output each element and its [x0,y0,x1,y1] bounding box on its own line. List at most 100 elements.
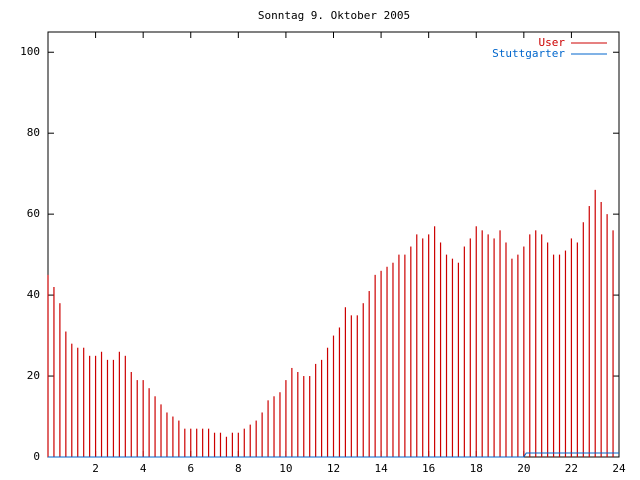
impulse-bar [249,424,251,457]
impulse-bar [570,238,573,457]
impulse-bar [94,355,97,457]
impulse-bar [326,347,329,457]
impulse-bar [207,428,210,457]
impulse-bar [439,242,442,457]
y-tick-label: 0 [33,450,40,463]
impulse-bar [535,230,537,457]
impulse-bar [106,359,109,457]
series-line [48,452,619,458]
x-tick-label: 4 [140,462,147,475]
impulse-bar [374,274,376,457]
impulse-bar [404,254,406,457]
impulse-bar [166,412,168,457]
impulse-bar [124,355,126,457]
x-tick-label: 20 [517,462,530,475]
impulse-bar [178,420,180,457]
x-tick-label: 14 [374,462,388,475]
impulse-bar [558,254,561,457]
impulse-bar [130,372,132,457]
impulse-bar [273,396,275,457]
impulse-bar [511,258,513,457]
impulse-bar [172,416,174,457]
impulse-bar [469,238,471,457]
impulse-bar [285,380,287,457]
impulse-bar [368,291,370,457]
impulse-bar [344,307,346,457]
impulse-bar [261,412,263,457]
impulse-bar [386,266,388,457]
impulse-bar [362,303,364,457]
impulse-bar [47,274,49,457]
impulse-bar [451,258,454,457]
impulse-bar [291,367,293,457]
impulse-bar [588,206,590,457]
y-tick-label: 20 [27,369,40,382]
impulse-bar [523,246,525,457]
impulse-bar [297,372,299,457]
impulse-bar [547,242,549,457]
impulse-bar [529,234,531,457]
impulse-bar [493,238,495,457]
impulse-bar [600,202,602,457]
impulse-bar [83,347,85,457]
impulse-bar [142,380,144,457]
impulse-bar [517,254,519,457]
impulse-bar [267,400,269,457]
impulse-bar [59,303,61,457]
x-tick-label: 2 [92,462,99,475]
impulse-bar [499,230,501,457]
impulse-bar [422,238,424,457]
y-tick-label: 80 [27,126,40,139]
impulse-bar [237,432,239,457]
impulse-bar [196,428,198,457]
x-tick-label: 16 [422,462,435,475]
impulse-bar [321,359,323,457]
impulse-bar [576,242,578,457]
impulse-bar [505,242,507,457]
x-tick-label: 10 [279,462,292,475]
legend-label: Stuttgarter [492,47,565,60]
impulse-bar [416,234,418,457]
impulse-bar [77,347,79,457]
impulse-bar [231,432,233,457]
impulse-bar [202,428,204,457]
impulse-bar [243,428,245,457]
impulse-bar [332,335,335,457]
impulse-bar [112,359,115,457]
x-tick-label: 6 [187,462,194,475]
impulse-bar [184,428,186,457]
impulse-bar [148,388,150,457]
impulse-bar [225,436,228,457]
impulse-bar [89,355,91,457]
impulse-bar [392,262,394,457]
impulse-bar [136,380,138,457]
impulse-bar [118,351,120,457]
y-tick-label: 100 [20,45,40,58]
impulse-bar [481,230,483,457]
impulse-bar [255,420,257,457]
impulse-bar [463,246,465,457]
x-tick-label: 24 [612,462,626,475]
impulse-bar [582,222,584,457]
impulse-bar [100,351,103,457]
x-tick-label: 22 [565,462,578,475]
impulse-bar [380,270,382,457]
impulse-bar [410,246,412,457]
impulse-bar [594,189,596,457]
impulse-bar [154,396,156,457]
y-tick-label: 60 [27,207,40,220]
impulse-bar [309,376,311,457]
impulse-bar [315,363,317,457]
impulse-bar [606,214,608,457]
chart-title: Sonntag 9. Oktober 2005 [258,9,410,22]
impulse-bar [475,226,477,457]
impulse-bar [279,392,281,457]
impulse-bar [564,250,567,457]
x-tick-label: 8 [235,462,242,475]
impulse-bar [457,262,460,457]
impulse-bar [71,343,73,457]
impulse-bar [487,234,489,457]
x-tick-label: 18 [470,462,483,475]
impulse-bar [356,315,358,457]
